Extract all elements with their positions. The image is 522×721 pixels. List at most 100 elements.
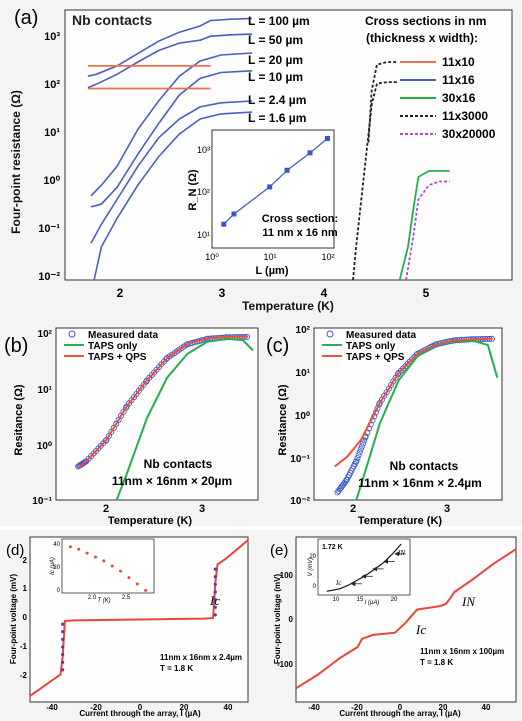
series-line-l-2-4-m: [90, 100, 253, 244]
series-line-taps-only: [355, 339, 499, 501]
switching-point: [213, 605, 217, 609]
panel-b-ytick: 10⁻¹: [32, 496, 52, 507]
panel-d-inset-ytick: 40: [53, 542, 60, 548]
panel-c-series: [334, 335, 499, 501]
panel-a: (a) Nb contacts Four-point resistance (Ω…: [0, 0, 522, 326]
switching-point: [213, 613, 217, 617]
panel-a-series: [87, 17, 450, 281]
switching-point: [61, 637, 65, 642]
inset-point: [85, 551, 89, 555]
panel-b-series: [75, 333, 254, 501]
panel-a-inset-note-2: 11 nm x 16 nm: [262, 227, 337, 239]
panel-a-ytick: 10⁰: [43, 175, 60, 187]
series-line-taps-qps: [77, 335, 248, 469]
panel-b-legend-label: Measured data: [88, 330, 158, 341]
switching-point: [213, 567, 217, 571]
panel-a-ytick: 10²: [44, 79, 60, 91]
panel-a-ytick: 10³: [44, 31, 60, 43]
panel-e-inset-xlabel: I (µA): [365, 600, 380, 606]
inset-point: [94, 555, 97, 559]
panel-e: (e) Four-point voltage (mV) Current thro…: [270, 536, 517, 718]
panel-e-inset-temp: 1.72 K: [322, 544, 343, 551]
switching-point: [213, 598, 217, 602]
panel-d-xlabel: Current through the array, I (µA): [79, 709, 201, 718]
panel-c-ytick: 10¹: [296, 368, 311, 379]
panel-d-inset-ytick: 0: [57, 588, 61, 594]
panel-b-xlabel: Temperature (K): [108, 515, 192, 527]
panel-b-plot-frame: [55, 327, 259, 501]
panel-d-inset-ylabel: Ic (µA): [50, 557, 56, 575]
panel-c-legend-label: TAPS only: [346, 341, 396, 352]
panel-a-x-ticks: 2 3 4 5: [117, 286, 430, 300]
panel-a-ytick: 10¹: [44, 127, 60, 139]
measured-point: [102, 437, 109, 444]
inset-point: [144, 588, 148, 592]
panel-b-ytick: 10⁰: [37, 441, 52, 452]
panel-b-legend-marker-measured: [68, 330, 76, 338]
measured-point: [357, 446, 364, 453]
panel-e-xtick: -20: [351, 703, 363, 712]
series-line-l-50-m: [87, 33, 253, 89]
panel-d-ytick: 0: [23, 613, 28, 622]
panel-a-inset-xlabel: L (µm): [255, 265, 288, 277]
series-line-l-10-m: [90, 70, 253, 208]
panel-e-inset: 1.72 K V (mV) I (µA) 10 15 20 20 0 Ic IN: [308, 538, 411, 606]
curve-label-20um: L = 20 µm: [248, 53, 303, 67]
panel-c-ylabel: Resitance (Ω): [277, 384, 289, 456]
panel-c-legend-label: Measured data: [346, 330, 416, 341]
measured-point: [183, 341, 190, 348]
panel-e-inset-ytick: 0: [313, 584, 317, 590]
series-line-l-20-m: [90, 52, 253, 197]
panel-a-title: Nb contacts: [72, 12, 152, 28]
iv-curve: [295, 548, 517, 690]
panel-c-label: (c): [266, 335, 289, 357]
curve-label-100um: L = 100 µm: [248, 14, 310, 28]
panel-e-inset-xtick: 20: [391, 597, 398, 603]
inset-point: [231, 211, 237, 217]
panel-b-ylabel: Resitance (Ω): [13, 384, 25, 456]
measured-point: [360, 440, 367, 447]
switching-point: [61, 630, 65, 634]
panel-e-note-1: 11nm x 16nm x 100µm: [420, 647, 504, 656]
switching-point: [61, 668, 65, 672]
panel-c-ytick: 10⁰: [295, 411, 310, 422]
inset-point: [135, 582, 139, 586]
curve-label-50um: L = 50 µm: [248, 33, 303, 47]
panel-c-legend-marker-measured: [326, 330, 334, 338]
measured-point: [353, 458, 360, 465]
panel-e-ic-label: Ic: [415, 622, 426, 637]
panel-b-ytick: 10¹: [38, 385, 53, 396]
switching-point: [61, 622, 65, 626]
panel-d-inset-ytick: 20: [53, 565, 60, 571]
panel-d-ytick: 2: [23, 556, 28, 565]
series-line-taps-qps: [334, 337, 493, 468]
panel-c-note-2: 11nm × 16nm × 2.4µm: [358, 476, 482, 490]
panel-e-in-label: IN: [461, 594, 476, 609]
panel-d-xtick: 20: [180, 703, 189, 712]
panel-d-note-1: 11nm x 16nm x 2.4µm: [160, 653, 242, 662]
panel-d-xtick: -20: [90, 703, 102, 712]
switching-point: [213, 590, 217, 594]
measured-point: [394, 371, 401, 378]
panel-e-inset-ic: Ic: [335, 579, 342, 587]
panel-d-ylabel: Four-point voltage (mV): [9, 574, 18, 665]
inset-point: [127, 576, 131, 580]
panel-a-inset-xtick: 10²: [321, 252, 334, 262]
panel-a-inset-ytick: 10²: [197, 187, 210, 197]
panel-a-xlabel: Temperature (K): [242, 299, 334, 313]
panel-b-legend-label: TAPS only: [88, 341, 138, 352]
legend-label-30x16: 30x16: [442, 91, 476, 105]
series-line-30x16: [398, 170, 450, 281]
series-line-11x3000: [367, 61, 398, 143]
inset-point: [77, 547, 81, 551]
series-line-l-1-6-m: [93, 111, 253, 281]
inset-point: [68, 545, 72, 549]
panel-b-legend-label: TAPS + QPS: [88, 352, 147, 363]
panel-d-ic-label: Ic: [209, 593, 220, 608]
panel-c-xtick: 2: [350, 503, 356, 515]
series-line-30x20000: [405, 180, 450, 281]
panel-a-inset-ytick: 10³: [197, 145, 210, 155]
panel-a-y-ticks: 10³ 10² 10¹ 10⁰ 10⁻¹ 10⁻²: [38, 31, 60, 283]
panel-d-ytick: -1: [20, 642, 28, 651]
panel-a-inset-note-1: Cross section:: [262, 213, 338, 225]
